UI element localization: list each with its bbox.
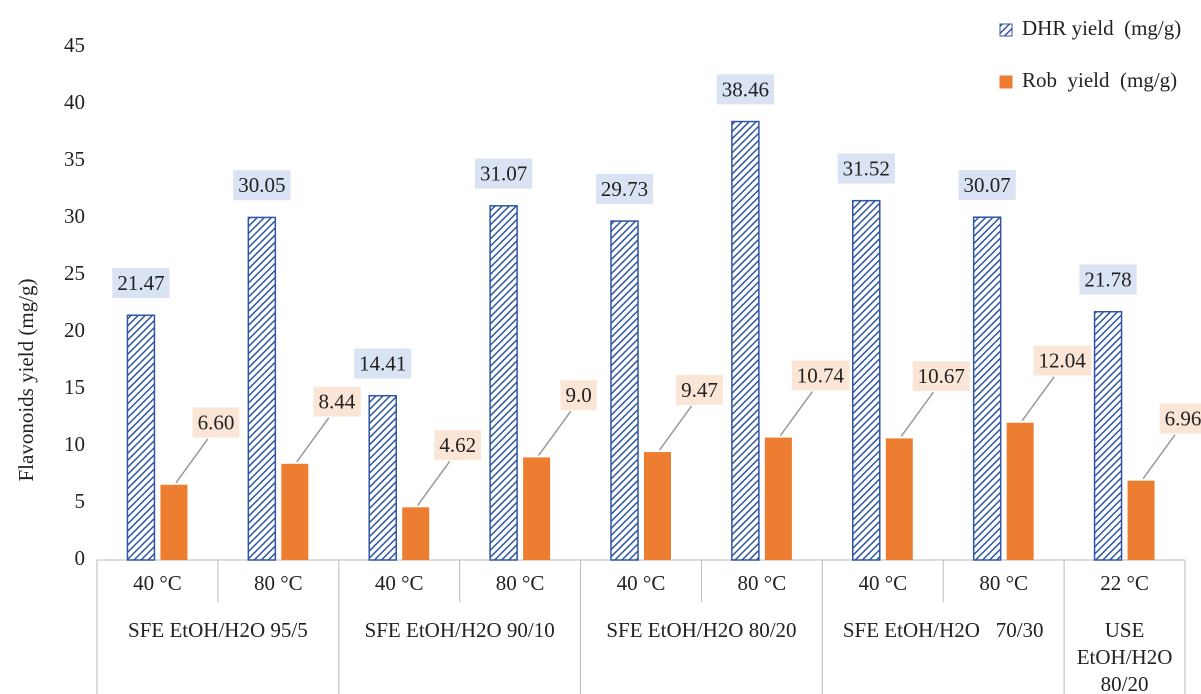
data-label-box — [474, 158, 533, 189]
data-label: 14.41 — [359, 352, 406, 376]
leader-line — [900, 391, 934, 437]
group-label: 80/20 — [1101, 672, 1149, 694]
data-label-box — [791, 360, 850, 391]
y-tick-label: 20 — [64, 318, 85, 342]
x-tick-label: 40 °C — [858, 571, 907, 595]
group-label: EtOH/H2O — [1077, 645, 1173, 669]
bar — [402, 507, 430, 560]
leader-line — [175, 438, 209, 484]
bar — [126, 314, 156, 561]
y-tick-label: 45 — [64, 33, 85, 57]
y-tick-label: 15 — [64, 375, 85, 399]
data-label: 38.46 — [722, 77, 769, 101]
legend-label: Rob yield (mg/g) — [1022, 68, 1177, 92]
leader-line — [296, 417, 330, 463]
bar — [644, 452, 671, 560]
group-label: SFE EtOH/H2O 70/30 — [843, 618, 1044, 642]
x-tick-label: 40 °C — [133, 571, 182, 595]
data-label-box — [1079, 264, 1137, 295]
bar — [489, 205, 518, 561]
leader-line — [417, 460, 451, 506]
data-label: 6.96 — [1165, 406, 1201, 430]
leader-line — [1021, 376, 1055, 422]
data-label: 10.67 — [918, 364, 965, 388]
bar — [764, 437, 792, 560]
leader-line — [779, 391, 813, 437]
bar — [247, 216, 277, 561]
data-label-box — [676, 374, 723, 405]
data-label-box — [837, 153, 895, 184]
bar — [885, 438, 913, 560]
data-label-box — [716, 74, 775, 105]
data-label-box — [233, 170, 291, 201]
bar — [1093, 310, 1123, 561]
group-label: USE — [1105, 618, 1145, 642]
bar — [852, 199, 881, 561]
bar — [368, 394, 397, 561]
data-label: 6.60 — [198, 411, 235, 435]
data-label-box — [354, 348, 412, 379]
x-tick-label: 80 °C — [254, 571, 303, 595]
data-label-box — [1159, 403, 1201, 434]
data-label: 31.52 — [843, 156, 890, 180]
y-tick-label: 30 — [64, 204, 85, 228]
data-label: 9.47 — [681, 378, 718, 402]
data-label-box — [112, 268, 170, 299]
x-tick-label: 40 °C — [617, 571, 666, 595]
bar — [1006, 422, 1034, 560]
y-tick-label: 35 — [64, 147, 85, 171]
bar — [1127, 480, 1155, 560]
x-tick-label: 40 °C — [375, 571, 424, 595]
bar — [731, 120, 760, 561]
y-tick-label: 40 — [64, 90, 85, 114]
group-label: SFE EtOH/H2O 95/5 — [128, 618, 308, 642]
data-label-box — [1033, 345, 1092, 376]
data-label-box — [912, 361, 970, 392]
bar — [281, 463, 309, 560]
data-label: 29.73 — [601, 177, 648, 201]
leader-line — [1142, 434, 1176, 480]
bar — [523, 457, 551, 560]
data-label: 31.07 — [480, 162, 527, 186]
data-label-box — [958, 170, 1016, 201]
data-label: 12.04 — [1039, 349, 1087, 373]
data-label-box — [560, 380, 597, 411]
y-tick-label: 0 — [75, 546, 86, 570]
y-tick-label: 5 — [75, 489, 86, 513]
bar — [610, 220, 639, 561]
group-label: SFE EtOH/H2O 90/10 — [365, 618, 555, 642]
data-label-box — [313, 386, 361, 417]
y-tick-label: 10 — [64, 432, 85, 456]
y-tick-label: 25 — [64, 261, 85, 285]
data-label: 9.0 — [565, 383, 591, 407]
data-label: 4.62 — [439, 433, 476, 457]
data-label: 30.07 — [964, 173, 1011, 197]
data-label: 21.47 — [117, 271, 164, 295]
y-axis-label: Flavonoids yield (mg/g) — [14, 279, 38, 482]
bar — [160, 484, 188, 560]
data-label: 21.78 — [1084, 268, 1131, 292]
legend-swatch — [999, 75, 1013, 89]
legend-swatch — [999, 23, 1013, 37]
data-label: 30.05 — [238, 173, 285, 197]
x-tick-label: 80 °C — [738, 571, 787, 595]
bar — [972, 216, 1002, 561]
leader-line — [658, 405, 693, 451]
data-label: 10.74 — [797, 363, 845, 387]
x-tick-label: 22 °C — [1100, 571, 1149, 595]
x-tick-label: 80 °C — [979, 571, 1028, 595]
data-label-box — [434, 430, 482, 461]
legend-label: DHR yield (mg/g) — [1022, 16, 1181, 40]
x-tick-label: 80 °C — [496, 571, 545, 595]
data-label-box — [595, 173, 654, 204]
data-label: 8.44 — [318, 390, 355, 414]
leader-line — [538, 410, 572, 456]
data-label-box — [192, 407, 240, 438]
group-label: SFE EtOH/H2O 80/20 — [606, 618, 796, 642]
